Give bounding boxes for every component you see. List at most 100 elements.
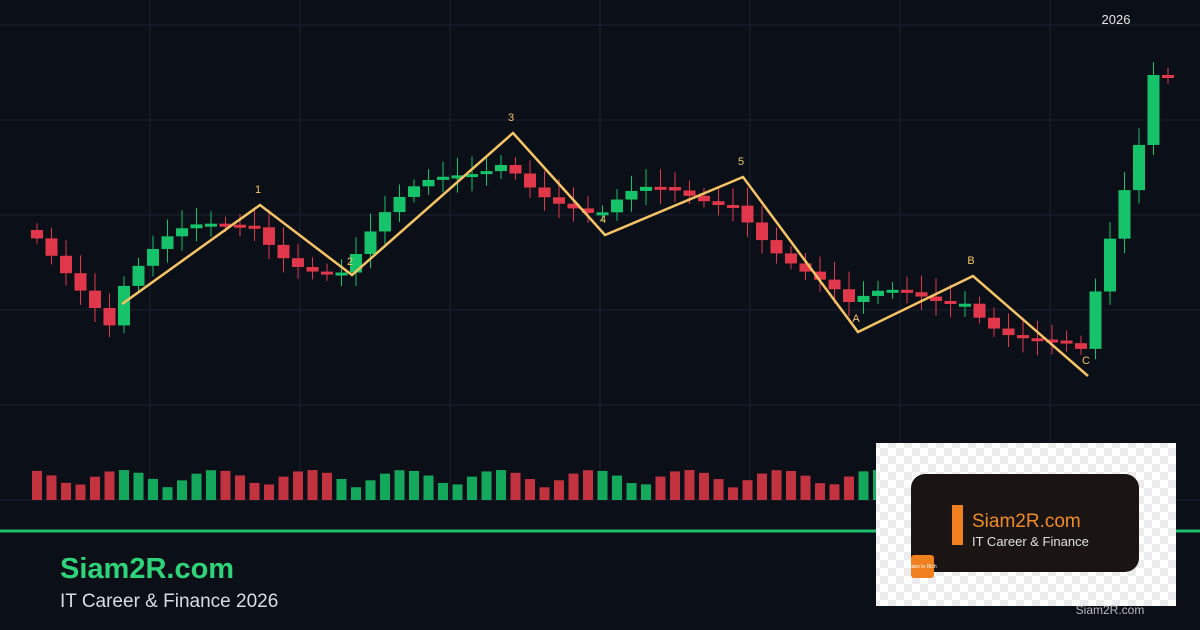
volume-bar [46,475,57,500]
volume-bar [612,475,622,500]
brand-tagline: IT Career & Finance 2026 [60,591,278,612]
candle-body [451,175,464,179]
volume-bar [235,475,245,500]
volume-bar [90,476,100,500]
wave-label: 2 [347,256,353,268]
candle-body [828,279,841,290]
candle-body [292,258,304,267]
candle-body [683,190,696,196]
wave-label: 1 [255,184,261,196]
volume-bar [771,470,782,500]
candle-body [872,290,884,296]
candle-body [495,164,507,172]
volume-bar [452,484,463,500]
volume-bar [220,470,231,500]
volume-bar [597,470,608,500]
volume-bar [336,478,347,500]
wave-label: 4 [600,214,606,226]
volume-bar [61,482,71,500]
candle-body [1118,190,1131,239]
candle-body [886,289,899,293]
candle-body [190,224,203,229]
candle-body [176,228,188,237]
volume-bar [844,476,854,500]
wave-line [121,131,1089,377]
logo-bar [952,505,963,545]
candle-body [915,292,928,297]
volume-bar [148,478,158,500]
candle-body [248,225,261,229]
volume-bar [684,470,695,500]
candle-body [669,187,681,191]
wave-label: 3 [508,112,514,124]
candle-body [60,255,72,274]
candle-body [1104,238,1116,292]
candle-body [45,238,58,256]
candle-body [973,303,986,318]
candle-body [625,190,638,200]
volume-bar [104,471,115,500]
candle-body [1017,335,1029,339]
volume-bar [568,473,579,500]
candle-body [1147,75,1160,145]
wave-label: B [967,255,974,267]
candle-body [306,266,319,272]
logo-tagline: IT Career & Finance [972,534,1089,549]
candle-body [654,186,667,190]
volume-bar [264,484,274,500]
candle-body [480,171,493,175]
candle-body [524,173,536,188]
candle-body [553,197,565,204]
volume-bar [191,473,202,500]
candle-body [408,186,420,197]
candle-body [857,295,870,302]
candle-body [1060,340,1073,344]
candle-body [89,290,101,308]
candle-body [1002,328,1015,336]
volume-bar [626,483,637,500]
candle-body [770,240,783,254]
candle-body [814,271,826,280]
candle-body [509,164,522,174]
candle-body [364,231,377,255]
volume-bar [496,470,506,500]
candle-body [799,263,812,272]
wave-label: 5 [738,156,744,168]
candle-body [205,223,217,227]
candle-body [1089,291,1102,349]
volume-bar [75,484,86,500]
candle-body [843,289,855,302]
candle-body [959,303,971,307]
volume-bar [481,471,492,500]
badge-text: Siam to Rich [908,564,937,570]
candle-body [582,208,594,213]
volume-bar [539,487,550,500]
volume-bar [858,471,869,500]
candle-body [596,212,609,216]
volume-bar [133,472,144,500]
brand-name: Siam2R.com [60,553,234,585]
volume-bar [249,482,260,500]
volume-bar [438,482,448,500]
candle-body [785,253,797,264]
candle-body [147,248,159,266]
volume-bar [786,470,796,500]
candle-body [1133,144,1145,191]
candle-body [712,201,725,205]
candle-body [132,265,145,286]
candle-body [234,224,246,228]
candle-body [1162,75,1174,78]
volume-bar [467,476,477,500]
candle-body [930,296,942,302]
candle-body [698,195,710,202]
volume-bar [554,480,564,500]
candle-body [321,271,333,275]
candle-body [277,244,290,259]
candle-body [466,174,478,178]
candle-body [335,272,348,276]
volume-bar [423,475,434,500]
volume-bar [380,473,390,500]
wave-label: A [852,313,860,325]
